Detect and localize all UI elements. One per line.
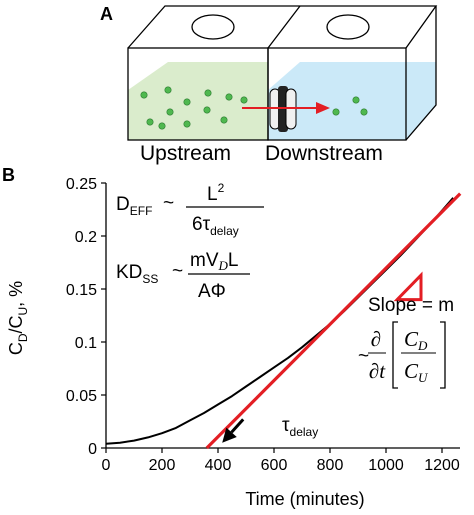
x-tick-label: 200: [149, 457, 176, 474]
slope-annotation: Slope = m ~ ∂ ∂t CD CU: [358, 295, 454, 389]
plot-area: [105, 183, 460, 449]
kdss-numerator-c: L: [228, 250, 239, 271]
diffusion-arrowhead: [316, 102, 330, 114]
x-tick-label: 1200: [424, 457, 460, 474]
svg-text:CU: CU: [404, 359, 429, 385]
slope-deriv-top: ∂: [371, 327, 381, 351]
x-tick-label: 800: [317, 457, 344, 474]
x-ticks: 0 200 400 600 800 1000 1200: [102, 448, 460, 474]
slope-triangle: [393, 271, 423, 302]
tau-arrow-shaft: [230, 418, 245, 434]
y-ticks: 0 0.05 0.1 0.15 0.2 0.25: [66, 176, 106, 458]
deff-approx: ~: [163, 193, 174, 214]
kdss-sub: SS: [142, 272, 158, 286]
kdss-numerator-a: mV: [190, 250, 219, 271]
svg-text:mVDL: mVDL: [190, 250, 238, 273]
kdss-approx: ~: [172, 261, 183, 282]
y-tick-label: 0.05: [66, 388, 97, 405]
y-axis-title: CD/CU, %: [6, 281, 30, 355]
kdss-denominator: AΦ: [198, 281, 226, 302]
slope-bracket-left: [392, 321, 398, 389]
slope-bracket-right: [440, 321, 446, 389]
y-title-d: D: [16, 333, 30, 342]
chamber-divider-top: [267, 5, 301, 49]
svg-text:τdelay: τdelay: [282, 415, 318, 439]
downstream-label: Downstream: [265, 142, 383, 165]
slope-label: Slope = m: [368, 295, 454, 316]
chamber-right-edge: [405, 6, 437, 141]
tau-arrow-head: [222, 427, 237, 443]
svg-text:6τdelay: 6τdelay: [192, 214, 239, 238]
tau-label: τ: [282, 415, 290, 436]
svg-text:KDSS: KDSS: [116, 262, 158, 286]
y-tick-label: 0.1: [75, 335, 97, 352]
measured-curve: [105, 197, 454, 445]
y-title-u: U: [16, 307, 30, 316]
y-title-unit: , %: [6, 281, 26, 307]
upstream-liquid: [128, 62, 268, 140]
slope-deriv-bot: ∂t: [369, 359, 386, 383]
tau-sub: delay: [290, 425, 319, 439]
kdss-numerator-b: D: [218, 258, 229, 273]
svg-text:L2: L2: [207, 181, 225, 205]
x-tick-label: 0: [102, 457, 111, 474]
slope-frac-top-sub: D: [417, 338, 428, 353]
panel-b-label: B: [2, 165, 15, 185]
upstream-lid-opening: [191, 14, 235, 40]
kdss-lhs: KD: [116, 262, 142, 283]
y-title-slash: /C: [6, 316, 26, 334]
y-tick-label: 0.25: [66, 176, 97, 193]
downstream-particles: [332, 96, 368, 116]
y-tick-label: 0: [88, 441, 97, 458]
downstream-liquid: [268, 62, 436, 140]
y-title-c: C: [6, 342, 26, 355]
downstream-lid-opening: [326, 14, 370, 40]
deff-sub: EFF: [130, 204, 153, 218]
deff-lhs: D: [116, 194, 130, 215]
deff-numerator: L: [207, 184, 218, 205]
upstream-particles: [140, 86, 248, 130]
x-tick-label: 1000: [368, 457, 404, 474]
svg-text:CD: CD: [404, 327, 428, 353]
diffusion-cell-diagram: [127, 5, 438, 141]
chamber-top-edge: [127, 5, 438, 49]
downstream-chamber: [267, 47, 407, 141]
upstream-label: Upstream: [140, 142, 231, 165]
deff-numerator-sup: 2: [218, 181, 225, 195]
slope-approx: ~: [358, 346, 369, 367]
annotation-layer: [222, 271, 423, 443]
slope-frac-bot: C: [404, 359, 419, 383]
slope-frac-top: C: [404, 327, 419, 351]
y-tick-label: 0.15: [66, 282, 97, 299]
slope-frac-bot-sub: U: [418, 370, 429, 385]
x-axis-title: Time (minutes): [245, 489, 364, 509]
x-tick-label: 400: [205, 457, 232, 474]
deff-denominator-sub: delay: [210, 224, 239, 238]
kdss-equation: KDSS ~ mVDL AΦ: [116, 250, 250, 302]
panel-a-label: A: [100, 4, 113, 24]
deff-denominator: 6τ: [192, 214, 211, 235]
fit-line: [205, 192, 462, 450]
x-tick-label: 600: [261, 457, 288, 474]
svg-text:DEFF: DEFF: [116, 194, 152, 218]
deff-equation: DEFF ~ L2 6τdelay: [116, 181, 264, 238]
series-layer: [105, 192, 462, 450]
y-tick-label: 0.2: [75, 229, 97, 246]
